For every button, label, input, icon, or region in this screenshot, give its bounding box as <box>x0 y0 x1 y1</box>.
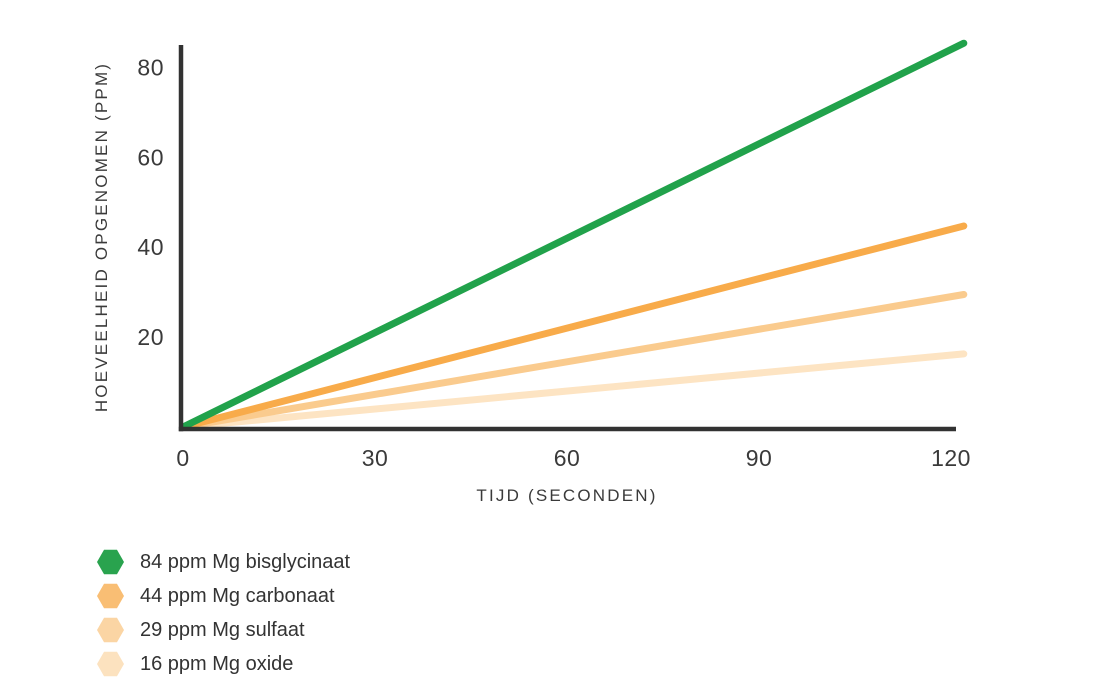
legend-label: 29 ppm Mg sulfaat <box>140 619 305 641</box>
x-tick-label: 60 <box>554 445 581 471</box>
y-tick-label: 60 <box>137 144 164 170</box>
legend-hexagon-marker <box>97 651 124 677</box>
legend-label: 44 ppm Mg carbonaat <box>140 585 335 607</box>
legend-label: 16 ppm Mg oxide <box>140 653 294 675</box>
legend-label: 84 ppm Mg bisglycinaat <box>140 551 351 573</box>
x-axis-label: TIJD (SECONDEN) <box>476 486 657 505</box>
x-tick-label: 0 <box>176 445 189 471</box>
y-tick-label: 40 <box>137 234 164 260</box>
series-lines <box>179 39 968 431</box>
x-tick-label: 90 <box>746 445 773 471</box>
legend-hexagon-marker <box>97 549 124 575</box>
series-line <box>179 290 968 431</box>
y-axis-label: HOEVEELHEID OPGENOMEN (PPM) <box>92 62 111 412</box>
x-tick-label: 120 <box>931 445 971 471</box>
legend-item: 44 ppm Mg carbonaat <box>97 583 350 609</box>
tick-labels: 20 40 60 80 0 30 60 90 120 <box>137 54 971 471</box>
chart-svg: 20 40 60 80 0 30 60 90 120 TIJD (SECONDEN) HOEVE… <box>92 39 971 505</box>
y-tick-label: 20 <box>137 324 164 350</box>
legend-hexagon-marker <box>97 583 124 609</box>
legend-item: 84 ppm Mg bisglycinaat <box>97 549 350 575</box>
series-line <box>179 222 968 431</box>
legend-item: 16 ppm Mg oxide <box>97 651 350 677</box>
series-line <box>179 39 968 431</box>
legend: 84 ppm Mg bisglycinaat 44 ppm Mg carbonaa… <box>97 549 350 677</box>
x-tick-label: 30 <box>362 445 389 471</box>
series-line <box>179 350 968 431</box>
y-tick-label: 80 <box>137 54 164 80</box>
legend-item: 29 ppm Mg sulfaat <box>97 617 350 643</box>
legend-hexagon-marker <box>97 617 124 643</box>
